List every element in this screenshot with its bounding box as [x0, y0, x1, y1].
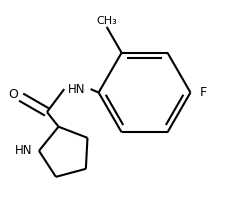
- Text: HN: HN: [68, 83, 86, 96]
- Text: HN: HN: [15, 144, 33, 157]
- Text: O: O: [8, 88, 18, 101]
- Text: CH₃: CH₃: [96, 16, 117, 26]
- Text: F: F: [200, 86, 207, 99]
